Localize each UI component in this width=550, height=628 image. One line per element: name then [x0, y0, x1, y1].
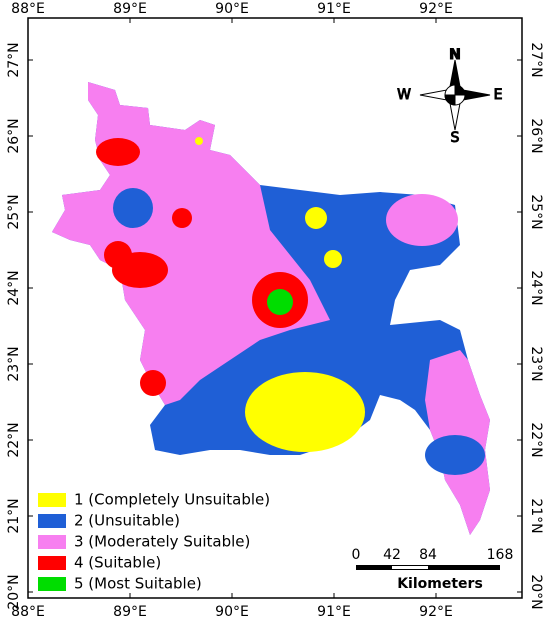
compass: N S W E: [397, 47, 503, 147]
lat-label: 23°N: [6, 346, 22, 381]
lon-label: 90°E: [215, 1, 249, 17]
zone: [104, 241, 132, 269]
lat-label: 24°N: [528, 270, 544, 305]
lon-label: 89°E: [113, 1, 147, 17]
legend-label: 1 (Completely Unsuitable): [74, 491, 270, 509]
legend-swatch: [38, 514, 66, 528]
lat-label: 24°N: [6, 270, 22, 305]
lon-label: 92°E: [419, 1, 453, 17]
zone: [386, 194, 458, 246]
scale-tick: 42: [383, 547, 401, 563]
lat-label: 25°N: [6, 194, 22, 229]
zone: [305, 207, 327, 229]
zone: [113, 188, 153, 228]
zone: [96, 138, 140, 166]
compass-n: N: [449, 47, 461, 63]
lat-label: 25°N: [528, 194, 544, 229]
lat-label: 26°N: [528, 118, 544, 153]
legend-label: 4 (Suitable): [74, 554, 161, 572]
scale-bar: Kilometers: [356, 565, 500, 592]
lat-label: 21°N: [528, 498, 544, 533]
lat-label: 22°N: [528, 422, 544, 457]
zone: [267, 289, 293, 315]
zone: [172, 208, 192, 228]
lat-label: 26°N: [6, 118, 22, 153]
legend-swatch: [38, 556, 66, 570]
lat-label: 23°N: [528, 346, 544, 381]
lat-label: 22°N: [6, 422, 22, 457]
zone: [140, 370, 166, 396]
lat-label: 27°N: [528, 42, 544, 77]
legend-label: 2 (Unsuitable): [74, 512, 180, 530]
lat-label: 27°N: [6, 42, 22, 77]
zone: [195, 137, 203, 145]
zone: [245, 372, 365, 452]
scale-unit: Kilometers: [397, 576, 483, 592]
legend-label: 5 (Most Suitable): [74, 575, 202, 593]
lat-label: 20°N: [528, 574, 544, 609]
scale-tick: 0: [352, 547, 361, 563]
lat-label: 20°N: [6, 574, 22, 609]
lat-label: 21°N: [6, 498, 22, 533]
zone: [425, 435, 485, 475]
lon-label: 91°E: [317, 604, 351, 620]
legend-swatch: [38, 493, 66, 507]
legend-swatch: [38, 577, 66, 591]
scale-tick: 168: [487, 547, 514, 563]
lon-label: 91°E: [317, 1, 351, 17]
lon-label: 92°E: [419, 604, 453, 620]
lon-label: 88°E: [11, 1, 45, 17]
legend-label: 3 (Moderately Suitable): [74, 533, 250, 551]
scale-tick: 84: [419, 547, 437, 563]
compass-e: E: [494, 87, 503, 103]
lon-label: 90°E: [215, 604, 249, 620]
compass-s: S: [451, 130, 460, 146]
lon-label: 89°E: [113, 604, 147, 620]
suitability-map: [52, 82, 490, 535]
compass-w: W: [397, 87, 411, 103]
lon-label: 88°E: [11, 604, 45, 620]
zone: [324, 250, 342, 268]
legend-swatch: [38, 535, 66, 549]
